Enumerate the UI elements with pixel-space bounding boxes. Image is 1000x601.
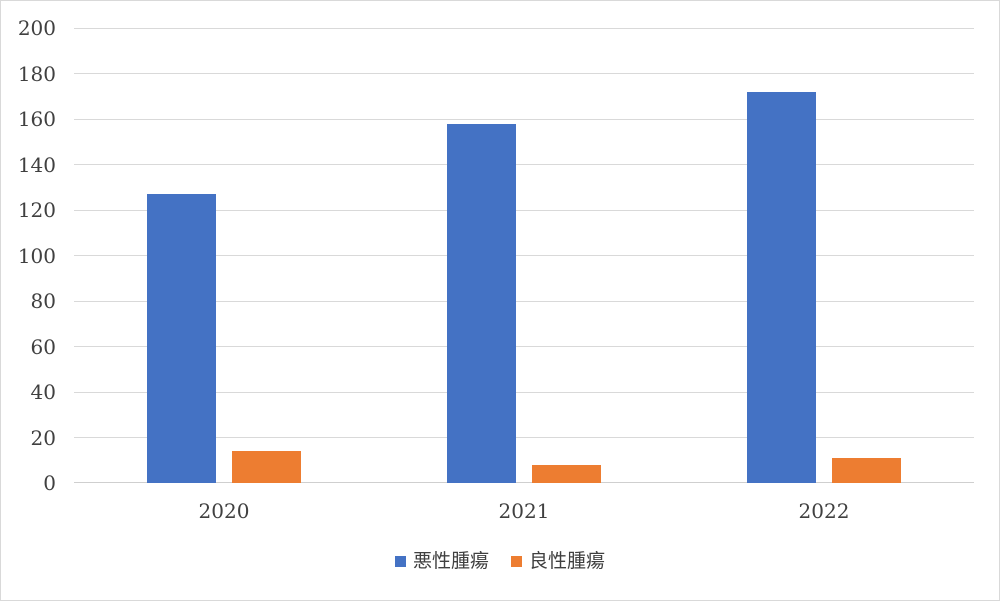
legend-marker-icon: [394, 555, 406, 567]
bar-series0-2020: [147, 194, 216, 483]
bar-series1-2022: [832, 458, 901, 483]
gridline: [74, 391, 974, 393]
y-axis-tick-label: 120: [17, 198, 56, 222]
gridline: [74, 164, 974, 165]
gridline: [74, 27, 974, 29]
y-axis-tick-label: 40: [30, 380, 56, 404]
plot-area: [74, 27, 974, 483]
gridline: [74, 346, 974, 347]
bar-group-2022: [674, 92, 974, 483]
y-axis-tick-label: 80: [30, 289, 56, 313]
x-axis-category-label: 2020: [198, 499, 250, 523]
legend-label: 悪性腫瘍: [412, 550, 489, 572]
y-axis-tick-label: 200: [17, 16, 56, 40]
y-axis-tick-label: 0: [43, 471, 56, 495]
x-axis-category-label: 2022: [798, 499, 850, 523]
bar-group-2021: [374, 124, 674, 483]
y-axis-tick-label: 140: [17, 152, 56, 177]
gridline: [74, 300, 974, 302]
y-axis-tick-label: 160: [17, 107, 56, 131]
y-axis-tick-label: 180: [17, 61, 56, 86]
x-axis: 2020 2021 2022: [74, 498, 974, 524]
y-axis-tick-label: 20: [30, 425, 56, 450]
bar-series1-2021: [532, 465, 601, 483]
legend-label: 良性腫瘍: [529, 550, 606, 572]
x-axis-category-label: 2021: [498, 499, 550, 523]
gridline: [74, 209, 974, 211]
gridline: [74, 73, 974, 74]
gridline: [74, 118, 974, 120]
y-axis: 0 20 40 60 80 100 120 140 160 180 200: [1, 1, 56, 600]
legend: 悪性腫瘍 良性腫瘍: [1, 550, 999, 572]
y-axis-tick-label: 60: [30, 334, 56, 359]
gridline: [74, 255, 974, 256]
bar-series0-2021: [447, 124, 516, 483]
gridline: [74, 437, 974, 438]
bar-group-2020: [74, 194, 374, 483]
legend-item: 悪性腫瘍: [394, 550, 489, 572]
y-axis-tick-label: 100: [17, 243, 56, 268]
bar-series0-2022: [747, 92, 816, 483]
bar-series1-2020: [232, 451, 301, 483]
legend-marker-icon: [511, 555, 522, 567]
x-axis-line: [74, 482, 974, 483]
legend-item: 良性腫瘍: [511, 550, 605, 572]
